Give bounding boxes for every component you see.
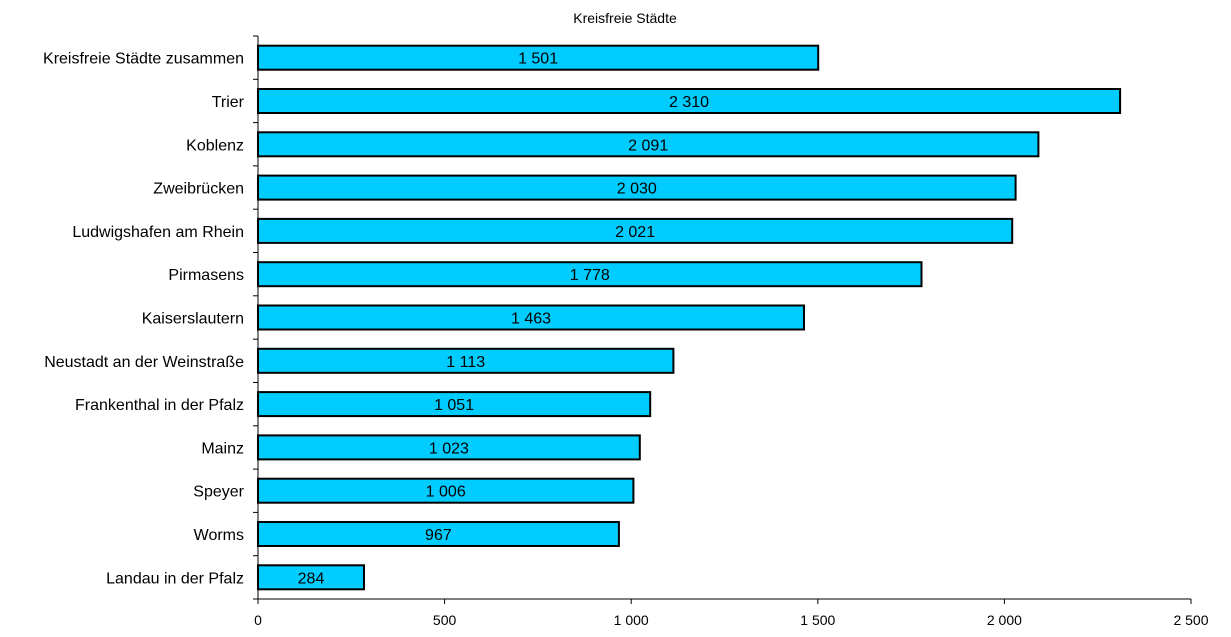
bar [257, 217, 1014, 244]
data-label: 284 [298, 570, 325, 587]
data-label: 1 006 [426, 484, 466, 501]
data-label: 1 113 [446, 354, 485, 371]
x-tick-label: 2 500 [1173, 612, 1208, 628]
data-label: 2 021 [615, 224, 655, 241]
category-label: Worms [194, 527, 244, 544]
bar [257, 477, 635, 504]
bar [257, 521, 620, 547]
data-label: 2 030 [617, 181, 657, 198]
bar [257, 131, 1040, 158]
x-tick-label: 1 000 [614, 612, 649, 628]
category-label: Frankenthal in der Pfalz [75, 397, 244, 414]
category-label: Landau in der Pfalz [106, 570, 244, 587]
x-tick-label: 2 000 [987, 612, 1022, 628]
data-label: 1 501 [518, 51, 558, 68]
data-label: 2 310 [669, 94, 709, 111]
axis-layer [257, 36, 1191, 600]
category-label: Pirmasens [168, 267, 244, 284]
data-label: 967 [425, 527, 452, 544]
bar [257, 88, 1122, 114]
category-label: Kaiserslautern [142, 311, 244, 328]
category-label: Trier [212, 94, 245, 111]
data-label: 1 023 [429, 440, 469, 457]
data-label: 2 091 [628, 137, 668, 154]
category-label: Koblenz [186, 137, 244, 154]
category-label: Speyer [193, 484, 244, 501]
bar [257, 304, 805, 331]
category-label: Zweibrücken [153, 181, 244, 198]
data-label: 1 051 [434, 397, 474, 414]
bar [257, 564, 365, 591]
labels-layer: 1 501 Kreisfreie Städte zusammen 2 310 Trie… [43, 35, 1209, 628]
category-label: Neustadt an der Weinstraße [44, 354, 244, 371]
x-tick-label: 0 [254, 612, 262, 628]
x-tick-label: 1 500 [800, 612, 835, 628]
bars-layer [257, 44, 1122, 591]
data-label: 1 778 [570, 267, 610, 284]
bar [257, 174, 1017, 201]
x-tick-label: 500 [433, 612, 457, 628]
data-label: 1 463 [511, 311, 551, 328]
category-label: Kreisfreie Städte zusammen [43, 51, 244, 68]
category-label: Ludwigshafen am Rhein [72, 224, 244, 241]
chart-title: Kreisfreie Städte [573, 10, 677, 26]
category-label: Mainz [201, 440, 244, 457]
